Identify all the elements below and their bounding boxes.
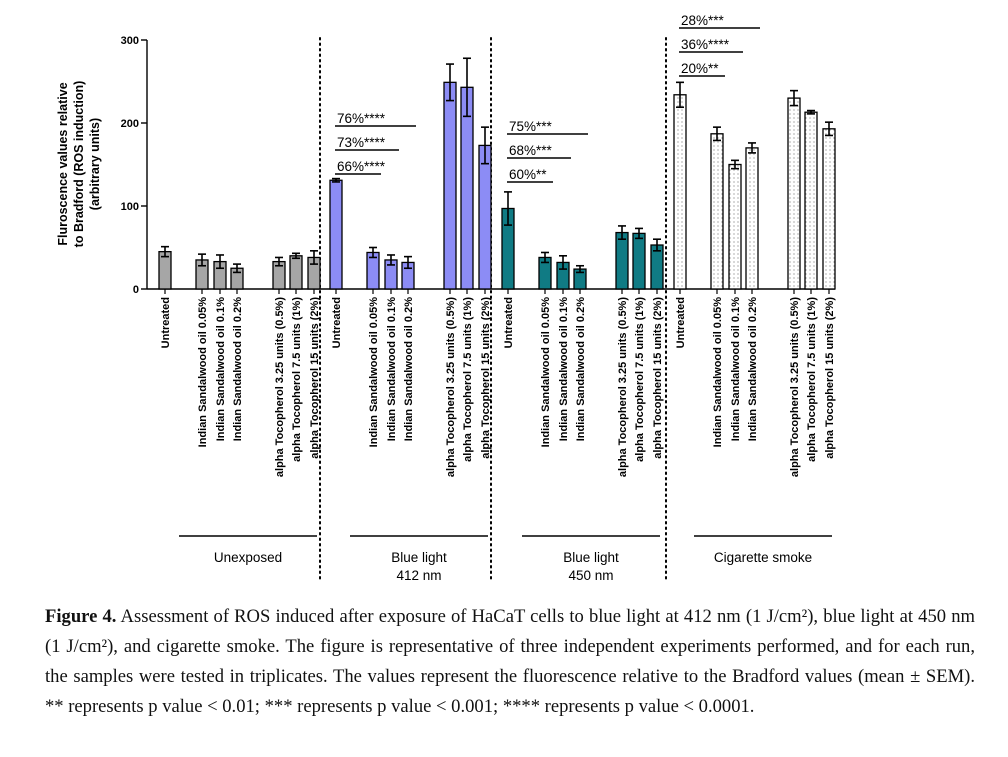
bar — [787, 97, 801, 290]
bar — [745, 147, 759, 290]
group-label: 412 nm — [396, 568, 441, 583]
x-tick-label: Indian Sandalwood oil 0.2% — [747, 297, 759, 441]
bar — [615, 231, 629, 290]
x-tick-label: Untreated — [160, 297, 172, 348]
caption-text: Assessment of ROS induced after exposure… — [45, 606, 975, 717]
x-tick-label: Indian Sandalwood oil 0.2% — [232, 297, 244, 441]
x-tick-label: Indian Sandalwood oil 0.05% — [540, 297, 552, 448]
y-axis-title-line: (arbitrary units) — [88, 118, 102, 210]
bar — [443, 81, 457, 290]
x-tick-label: Untreated — [503, 297, 515, 348]
x-tick-label: Indian Sandalwood oil 0.1% — [730, 297, 742, 441]
y-axis-title-line: Fluroscence values relative — [56, 82, 70, 245]
bar-chart: Fluroscence values relative to Bradford (… — [56, 13, 836, 583]
axes: 0 100 200 300 — [121, 35, 835, 583]
bars — [158, 57, 836, 290]
x-tick-label: alpha Tocopherol 3.25 units (0.5%) — [617, 297, 629, 477]
x-tick-label: Untreated — [331, 297, 343, 348]
x-tick-label: alpha Tocopherol 3.25 units (0.5%) — [789, 297, 801, 477]
significance-label: 76%**** — [337, 111, 386, 126]
significance-label: 66%**** — [337, 159, 386, 174]
group-label: Cigarette smoke — [714, 550, 812, 565]
x-tick-label: Untreated — [675, 297, 687, 348]
y-axis-title-line: to Bradford (ROS induction) — [72, 81, 86, 248]
significance-label: 73%**** — [337, 135, 386, 150]
x-tick-label: Indian Sandalwood oil 0.1% — [386, 297, 398, 441]
significance-label: 75%*** — [509, 119, 553, 134]
x-tick-label: Indian Sandalwood oil 0.05% — [712, 297, 724, 448]
group-labels: Unexposed Blue light 412 nm Blue light 450 n… — [179, 535, 832, 583]
bar — [460, 86, 474, 290]
significance-label: 28%*** — [681, 13, 725, 28]
significance-label: 20%** — [681, 61, 719, 76]
y-tick-label: 100 — [121, 201, 139, 213]
bar — [632, 232, 646, 290]
bar — [710, 133, 724, 290]
x-tick-label: alpha Tocopherol 7.5 units (1%) — [462, 297, 474, 462]
x-tick-label: Indian Sandalwood oil 0.1% — [558, 297, 570, 441]
significance-label: 60%** — [509, 167, 547, 182]
significance-label: 68%*** — [509, 143, 553, 158]
significance-annotations: 66%**** 73%**** 76%**** 60%** 68%*** 75%*** 20… — [335, 13, 760, 183]
x-tick-label: Indian Sandalwood oil 0.05% — [368, 297, 380, 448]
significance-label: 36%**** — [681, 37, 730, 52]
x-tick-label: alpha Tocopherol 7.5 units (1%) — [291, 297, 303, 462]
x-tick-label: alpha Tocopherol 3.25 units (0.5%) — [274, 297, 286, 477]
figure-caption: Figure 4. Assessment of ROS induced afte… — [45, 602, 975, 722]
bar — [673, 94, 687, 290]
x-tick-labels: Untreated Indian Sandalwood oil 0.05% Indi… — [160, 297, 836, 477]
group-label: Blue light — [563, 550, 619, 565]
y-axis-title: Fluroscence values relative to Bradford (… — [56, 81, 102, 248]
bar — [329, 179, 343, 290]
x-tick-label: alpha Tocopherol 15 units (2%) — [309, 297, 321, 459]
bar — [804, 111, 818, 290]
bar — [289, 255, 303, 290]
x-tick-label: Indian Sandalwood oil 0.05% — [197, 297, 209, 448]
x-tick-label: alpha Tocopherol 15 units (2%) — [480, 297, 492, 459]
group-label: 450 nm — [568, 568, 613, 583]
group-label: Unexposed — [214, 550, 282, 565]
x-tick-label: alpha Tocopherol 7.5 units (1%) — [634, 297, 646, 462]
x-tick-label: alpha Tocopherol 7.5 units (1%) — [806, 297, 818, 462]
group-label: Blue light — [391, 550, 447, 565]
x-tick-label: alpha Tocopherol 3.25 units (0.5%) — [445, 297, 457, 477]
bar — [728, 163, 742, 290]
y-tick-label: 0 — [133, 284, 139, 296]
y-tick-label: 200 — [121, 118, 139, 130]
bar — [478, 144, 492, 290]
x-tick-label: alpha Tocopherol 15 units (2%) — [824, 297, 836, 459]
x-tick-label: alpha Tocopherol 15 units (2%) — [652, 297, 664, 459]
x-tick-label: Indian Sandalwood oil 0.2% — [575, 297, 587, 441]
x-tick-label: Indian Sandalwood oil 0.1% — [215, 297, 227, 441]
bar — [822, 128, 836, 290]
caption-label: Figure 4. — [45, 606, 117, 627]
y-tick-label: 300 — [121, 35, 139, 47]
x-tick-label: Indian Sandalwood oil 0.2% — [403, 297, 415, 441]
